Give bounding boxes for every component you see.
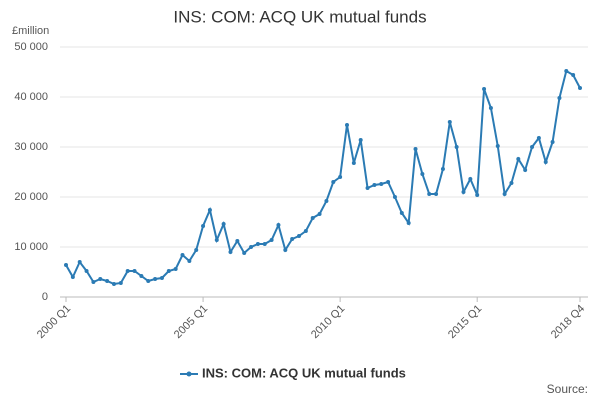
data-point (530, 145, 535, 149)
data-point (475, 193, 480, 197)
x-tick-label: 2010 Q1 (309, 303, 347, 341)
y-tick-label: 40 000 (14, 91, 48, 103)
data-point (461, 190, 466, 194)
data-point (269, 238, 274, 242)
data-point (516, 157, 521, 161)
data-point (118, 281, 123, 285)
data-point (495, 144, 500, 148)
data-point (488, 106, 493, 110)
data-point (290, 237, 295, 241)
data-point (221, 222, 226, 226)
data-point (406, 221, 411, 225)
data-point (550, 140, 555, 144)
data-point (194, 248, 199, 252)
y-tick-label: 0 (42, 291, 48, 303)
data-point (399, 211, 404, 215)
legend-label: INS: COM: ACQ UK mutual funds (202, 365, 406, 380)
data-point (372, 183, 377, 187)
data-point (536, 136, 541, 140)
data-point (235, 239, 240, 243)
data-point (132, 269, 137, 273)
y-tick-label: 30 000 (14, 141, 48, 153)
data-point (187, 259, 192, 263)
data-point (180, 253, 185, 257)
data-point (564, 69, 569, 73)
data-point (502, 192, 507, 196)
data-point (125, 269, 130, 273)
data-point (420, 172, 425, 176)
data-point (105, 279, 110, 283)
data-point (454, 145, 459, 149)
data-point (255, 242, 260, 246)
data-point (228, 250, 233, 254)
data-point (207, 208, 212, 212)
data-point (111, 282, 116, 286)
x-tick-label: 2018 Q4 (549, 303, 587, 341)
data-point (139, 274, 144, 278)
data-point (249, 245, 254, 249)
data-point (297, 234, 302, 238)
data-point (84, 269, 89, 273)
data-point (379, 182, 384, 186)
data-point (578, 86, 582, 90)
data-point (365, 186, 370, 190)
data-point (303, 229, 308, 233)
data-point (331, 180, 336, 184)
y-tick-label: 10 000 (14, 241, 48, 253)
data-point (324, 199, 329, 203)
data-point (276, 223, 281, 227)
y-axis-label: £million (12, 25, 49, 37)
data-point (523, 168, 528, 172)
source: Source: (547, 382, 588, 396)
data-point (447, 120, 452, 124)
y-tick-label: 20 000 (14, 191, 48, 203)
data-point (482, 87, 487, 91)
data-point (91, 280, 96, 284)
x-tick-label: 2005 Q1 (172, 303, 210, 341)
data-point (317, 212, 322, 216)
data-point (338, 175, 343, 179)
data-point (509, 181, 514, 185)
y-tick-label: 50 000 (14, 41, 48, 53)
data-point (242, 251, 247, 255)
data-point (427, 192, 432, 196)
series-line (65, 69, 581, 286)
legend-marker (186, 371, 192, 377)
data-point (153, 277, 158, 281)
data-point (201, 224, 206, 228)
data-point (64, 263, 68, 267)
data-point (77, 260, 82, 264)
data-point (557, 96, 562, 100)
data-point (159, 276, 164, 280)
data-point (468, 177, 473, 181)
data-point (386, 180, 391, 184)
data-point (214, 238, 219, 242)
data-point (70, 275, 75, 279)
x-tick-label: 2000 Q1 (35, 303, 73, 341)
x-tick-label: 2015 Q1 (446, 303, 484, 341)
data-point (392, 195, 397, 199)
data-point (344, 123, 349, 127)
data-point (262, 242, 267, 246)
data-point (146, 279, 151, 283)
data-point (166, 269, 171, 273)
data-point (413, 147, 418, 151)
data-point (98, 277, 103, 281)
chart-title: INS: COM: ACQ UK mutual funds (173, 7, 426, 26)
data-point (358, 138, 363, 142)
data-point (543, 160, 548, 164)
data-point (283, 248, 288, 252)
data-point (440, 167, 445, 171)
data-point (434, 192, 439, 196)
data-point (571, 73, 576, 77)
data-point (173, 267, 178, 271)
data-point (310, 216, 315, 220)
data-point (351, 161, 356, 165)
